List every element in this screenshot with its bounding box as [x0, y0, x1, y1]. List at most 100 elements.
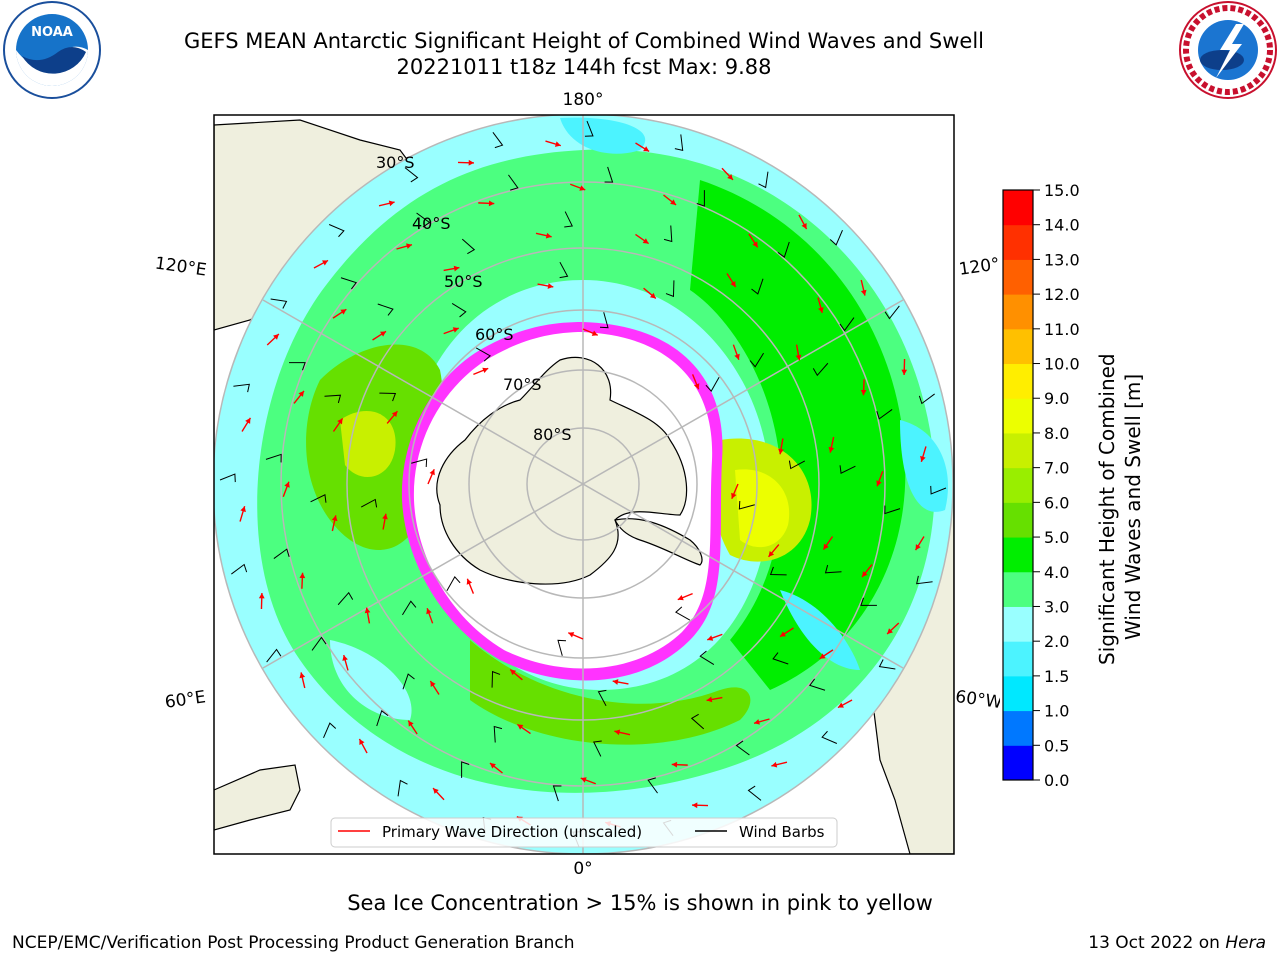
- wave-arrow: [313, 259, 329, 269]
- wave-arrow: [258, 592, 265, 610]
- colorbar-tick-label: 0.5: [1044, 736, 1069, 755]
- colorbar-tick-label: 6.0: [1044, 493, 1069, 512]
- wind-barb: [508, 174, 519, 191]
- colorbar: 0.0 0.5 1.0 1.5 2.0 3.0 4.0 5.0 6.0 7.0 8.0 9.0 10.0…: [1002, 181, 1145, 790]
- wind-barb: [340, 277, 358, 290]
- colorbar-tick-label: 1.5: [1044, 667, 1069, 686]
- wind-barb: [738, 500, 755, 510]
- chart-title: GEFS MEAN Antarctic Significant Height o…: [183, 29, 985, 53]
- wave-arrow: [707, 633, 723, 641]
- colorbar-bin: [1003, 641, 1033, 677]
- colorbar-bin: [1003, 675, 1033, 712]
- wind-barb: [788, 460, 806, 470]
- wave-arrow: [580, 777, 596, 785]
- wave-arrow: [372, 330, 387, 341]
- wind-barb: [231, 563, 248, 575]
- wave-arrow: [331, 515, 338, 532]
- wind-barb: [402, 673, 415, 690]
- wave-arrow: [732, 344, 740, 360]
- wave-arrow: [779, 627, 794, 638]
- wind-barb: [674, 134, 684, 151]
- wave-arrow: [691, 374, 700, 390]
- colorbar-tick-label: 13.0: [1044, 250, 1080, 269]
- colorbar-tick-label: 9.0: [1044, 389, 1069, 408]
- lat-label-70s: 70°S: [503, 375, 542, 394]
- wind-barb: [397, 779, 408, 797]
- wind-barb: [918, 393, 935, 405]
- colorbar-bin: [1003, 190, 1033, 226]
- wind-barb: [808, 678, 826, 691]
- wind-barb: [324, 394, 342, 404]
- wave-arrow: [478, 200, 495, 207]
- wind-barb: [735, 740, 750, 756]
- lon-label-180: 180°: [563, 90, 604, 110]
- colorbar-tick-label: 11.0: [1044, 320, 1080, 339]
- wind-barb: [451, 303, 467, 318]
- colorbar-tick-label: 5.0: [1044, 528, 1069, 547]
- wind-barb: [876, 409, 893, 420]
- wave-arrow: [671, 761, 688, 768]
- colorbar-bin: [1003, 467, 1033, 503]
- colorbar-label-line2: Wind Waves and Swell [m]: [1121, 374, 1145, 640]
- wave-arrow: [635, 233, 650, 245]
- wave-arrow: [721, 167, 734, 181]
- lat-label-60s: 60°S: [475, 325, 514, 344]
- colorbar-bin: [1003, 259, 1033, 295]
- wind-barb: [219, 473, 236, 483]
- wind-barb: [860, 597, 877, 606]
- wind-barb: [584, 120, 594, 137]
- wind-barb: [493, 725, 503, 743]
- wave-arrow: [358, 738, 368, 754]
- colorbar-bin: [1003, 432, 1033, 469]
- wave-arrow: [443, 265, 460, 272]
- antarctic-peninsula: [614, 518, 703, 566]
- wind-barb: [772, 652, 789, 665]
- lon-label-60e: 60°E: [164, 687, 207, 712]
- wave-arrow: [635, 142, 650, 153]
- wind-barb: [492, 132, 504, 149]
- wind-barb: [705, 376, 720, 392]
- wave-arrow: [332, 308, 347, 319]
- wind-barb: [475, 347, 491, 362]
- wave-arrow: [819, 649, 834, 660]
- colorbar-tick-label: 12.0: [1044, 285, 1080, 304]
- wind-barb: [266, 648, 282, 663]
- wind-barb: [564, 211, 573, 228]
- wave-arrow: [443, 327, 459, 335]
- wave-arrow: [407, 720, 418, 735]
- colorbar-tick-label: 0.0: [1044, 771, 1069, 790]
- wind-barb: [884, 305, 900, 320]
- wave-arrow: [545, 140, 561, 147]
- colorbar-bin: [1003, 294, 1033, 330]
- wave-arrow: [429, 680, 440, 695]
- wave-arrow: [886, 622, 900, 635]
- wind-barb: [821, 730, 838, 744]
- wave-arrow: [266, 333, 280, 346]
- wave-arrow: [342, 654, 349, 671]
- wind-barb: [273, 548, 290, 559]
- colorbar-bin: [1003, 328, 1033, 365]
- colorbar-label-line1: Significant Height of Combined: [1095, 353, 1119, 665]
- wave-arrow: [489, 762, 503, 774]
- wave-arrow: [516, 723, 531, 735]
- wind-barb: [377, 303, 394, 316]
- wind-barb: [663, 225, 673, 243]
- wave-arrow: [612, 679, 629, 685]
- wave-arrow: [299, 572, 306, 589]
- wave-arrow: [778, 438, 784, 455]
- sea-ice-caption: Sea Ice Concentration > 15% is shown in …: [347, 891, 933, 915]
- wave-arrow: [432, 787, 445, 801]
- legend-wave-label: Primary Wave Direction (unscaled): [382, 823, 642, 841]
- colorbar-bin: [1003, 571, 1033, 607]
- footer-date-text: 13 Oct 2022 on: [1088, 933, 1226, 953]
- wind-barb: [812, 362, 829, 377]
- wind-barb: [289, 362, 306, 371]
- wind-barb: [416, 212, 431, 228]
- wave-arrow: [860, 279, 867, 296]
- wave-arrow: [466, 578, 475, 594]
- antarctica-land: [436, 356, 688, 585]
- wave-arrow: [509, 669, 523, 681]
- map-frame: [213, 114, 955, 855]
- wave-arrow: [876, 471, 884, 487]
- noaa-logo: NOAA: [3, 1, 101, 99]
